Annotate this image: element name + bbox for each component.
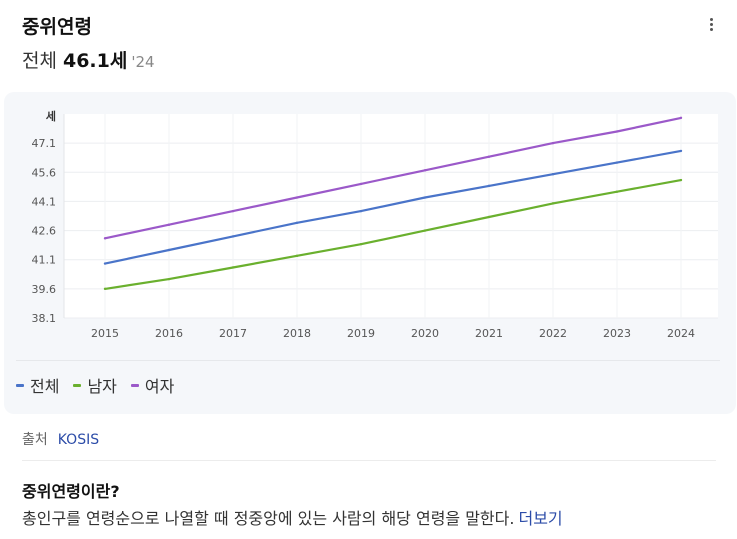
summary-year: '24 bbox=[131, 53, 155, 71]
line-chart: 38.1 39.6 41.1 42.6 44.1 45.6 47.1 세 2015 2016 201… bbox=[32, 109, 718, 340]
y-tick-label: 42.6 bbox=[32, 225, 57, 238]
summary: 전체 46.1세 '24 bbox=[22, 46, 155, 73]
data-point bbox=[103, 262, 107, 265]
source-label: 출처 bbox=[22, 432, 48, 448]
data-point bbox=[295, 196, 299, 199]
page-title: 중위연령 bbox=[22, 16, 92, 38]
data-point bbox=[295, 221, 299, 224]
legend-label: 전체 bbox=[30, 377, 60, 396]
legend-label: 여자 bbox=[144, 377, 175, 396]
data-point bbox=[231, 209, 235, 213]
more-options-icon[interactable] bbox=[704, 18, 718, 38]
data-point bbox=[103, 287, 107, 291]
x-tick-label: 2022 bbox=[539, 327, 567, 340]
plot-area bbox=[64, 114, 718, 318]
data-point bbox=[679, 178, 683, 182]
data-point bbox=[615, 161, 619, 164]
data-point bbox=[679, 149, 683, 153]
x-tick-label: 2021 bbox=[475, 327, 503, 340]
x-tick-label: 2018 bbox=[283, 327, 311, 340]
data-point bbox=[231, 266, 235, 269]
y-tick-label: 47.1 bbox=[32, 137, 57, 150]
data-point bbox=[167, 277, 171, 281]
data-point bbox=[423, 229, 427, 232]
more-link[interactable]: 더보기 bbox=[518, 509, 563, 528]
y-tick-label: 44.1 bbox=[32, 195, 57, 208]
legend-item[interactable]: 여자 bbox=[130, 373, 175, 397]
data-point bbox=[487, 155, 491, 158]
x-tick-label: 2023 bbox=[603, 327, 631, 340]
data-point bbox=[679, 116, 683, 120]
x-tick-label: 2019 bbox=[347, 327, 375, 340]
section-divider bbox=[22, 460, 716, 461]
series-line-여자 bbox=[104, 116, 682, 240]
data-point bbox=[167, 223, 171, 226]
legend-swatch bbox=[130, 383, 139, 387]
source-link[interactable]: KOSIS bbox=[57, 432, 100, 448]
data-point bbox=[551, 173, 555, 176]
y-tick-label: 39.6 bbox=[32, 283, 57, 296]
x-tick-label: 2017 bbox=[219, 327, 247, 340]
legend-swatch bbox=[16, 383, 24, 387]
source-line: 출처 KOSIS bbox=[22, 429, 99, 449]
chart-legend: 전체 남자 여자 bbox=[16, 373, 174, 397]
legend-item[interactable]: 남자 bbox=[73, 373, 117, 397]
data-point bbox=[167, 248, 171, 252]
summary-value: 46.1세 bbox=[62, 50, 128, 72]
y-tick-label: 45.6 bbox=[32, 166, 57, 179]
legend-swatch bbox=[73, 383, 82, 387]
x-tick-label: 2020 bbox=[411, 327, 439, 340]
series-line-전체 bbox=[104, 149, 682, 265]
summary-label: 전체 bbox=[22, 50, 57, 72]
data-point bbox=[295, 254, 299, 258]
data-point bbox=[359, 209, 363, 213]
data-point bbox=[423, 169, 427, 172]
data-point bbox=[487, 184, 491, 188]
data-point bbox=[615, 190, 619, 193]
legend-divider bbox=[16, 360, 720, 361]
y-unit-label: 세 bbox=[46, 109, 56, 123]
data-point bbox=[487, 215, 491, 219]
definition-body: 총인구를 연령순으로 나열할 때 정중앙에 있는 사람의 해당 연령을 말한다. bbox=[22, 509, 515, 528]
data-point bbox=[615, 130, 619, 133]
legend-label: 남자 bbox=[87, 377, 117, 396]
y-tick-label: 41.1 bbox=[32, 254, 57, 267]
data-point bbox=[551, 141, 555, 145]
definition-text: 총인구를 연령순으로 나열할 때 정중앙에 있는 사람의 해당 연령을 말한다.… bbox=[22, 505, 563, 529]
data-point bbox=[231, 235, 235, 238]
x-tick-label: 2015 bbox=[91, 327, 119, 340]
legend-item[interactable]: 전체 bbox=[16, 373, 59, 397]
x-tick-label: 2016 bbox=[155, 327, 183, 340]
data-point bbox=[551, 202, 555, 205]
definition-title: 중위연령이란? bbox=[22, 482, 120, 501]
data-point bbox=[103, 237, 107, 240]
series-line-남자 bbox=[104, 179, 682, 290]
y-tick-label: 38.1 bbox=[32, 312, 57, 325]
x-tick-label: 2024 bbox=[667, 327, 695, 340]
data-point bbox=[359, 242, 363, 246]
data-point bbox=[423, 196, 427, 199]
data-point bbox=[359, 182, 363, 186]
